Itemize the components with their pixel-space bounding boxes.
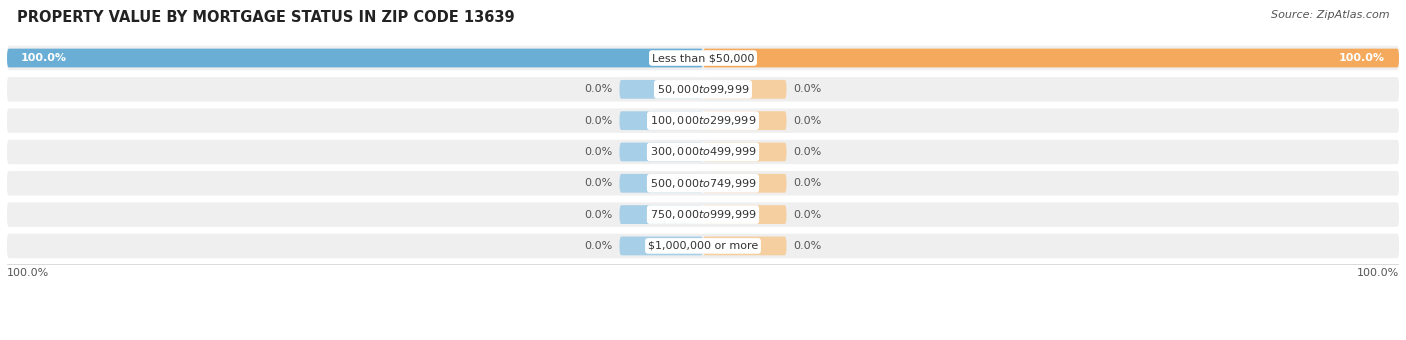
Text: $100,000 to $299,999: $100,000 to $299,999	[650, 114, 756, 127]
Text: 100.0%: 100.0%	[21, 53, 67, 63]
Text: $750,000 to $999,999: $750,000 to $999,999	[650, 208, 756, 221]
Text: 0.0%: 0.0%	[585, 84, 613, 94]
FancyBboxPatch shape	[703, 49, 1399, 67]
FancyBboxPatch shape	[7, 171, 1399, 196]
FancyBboxPatch shape	[7, 49, 703, 67]
FancyBboxPatch shape	[703, 142, 786, 162]
FancyBboxPatch shape	[703, 205, 786, 224]
Text: Less than $50,000: Less than $50,000	[652, 53, 754, 63]
Text: 0.0%: 0.0%	[793, 209, 821, 220]
FancyBboxPatch shape	[7, 108, 1399, 133]
FancyBboxPatch shape	[620, 80, 703, 99]
Text: 0.0%: 0.0%	[585, 178, 613, 188]
Text: 0.0%: 0.0%	[793, 241, 821, 251]
FancyBboxPatch shape	[7, 46, 1399, 70]
Text: 0.0%: 0.0%	[585, 116, 613, 126]
FancyBboxPatch shape	[620, 237, 703, 255]
Text: 100.0%: 100.0%	[1357, 269, 1399, 278]
Text: 0.0%: 0.0%	[585, 209, 613, 220]
Text: 100.0%: 100.0%	[7, 269, 49, 278]
Text: $300,000 to $499,999: $300,000 to $499,999	[650, 146, 756, 158]
FancyBboxPatch shape	[620, 174, 703, 193]
Text: 0.0%: 0.0%	[793, 84, 821, 94]
Text: 0.0%: 0.0%	[793, 116, 821, 126]
Text: Source: ZipAtlas.com: Source: ZipAtlas.com	[1271, 10, 1389, 20]
Text: 0.0%: 0.0%	[793, 178, 821, 188]
FancyBboxPatch shape	[703, 237, 786, 255]
FancyBboxPatch shape	[7, 140, 1399, 164]
FancyBboxPatch shape	[7, 202, 1399, 227]
Text: 100.0%: 100.0%	[1339, 53, 1385, 63]
Text: 0.0%: 0.0%	[585, 147, 613, 157]
FancyBboxPatch shape	[620, 142, 703, 162]
FancyBboxPatch shape	[620, 205, 703, 224]
FancyBboxPatch shape	[620, 111, 703, 130]
Text: 0.0%: 0.0%	[793, 147, 821, 157]
FancyBboxPatch shape	[703, 80, 786, 99]
FancyBboxPatch shape	[703, 174, 786, 193]
Text: 0.0%: 0.0%	[585, 241, 613, 251]
FancyBboxPatch shape	[7, 77, 1399, 102]
Text: $50,000 to $99,999: $50,000 to $99,999	[657, 83, 749, 96]
FancyBboxPatch shape	[703, 111, 786, 130]
FancyBboxPatch shape	[7, 234, 1399, 258]
Text: $500,000 to $749,999: $500,000 to $749,999	[650, 177, 756, 190]
Text: PROPERTY VALUE BY MORTGAGE STATUS IN ZIP CODE 13639: PROPERTY VALUE BY MORTGAGE STATUS IN ZIP…	[17, 10, 515, 25]
Text: $1,000,000 or more: $1,000,000 or more	[648, 241, 758, 251]
